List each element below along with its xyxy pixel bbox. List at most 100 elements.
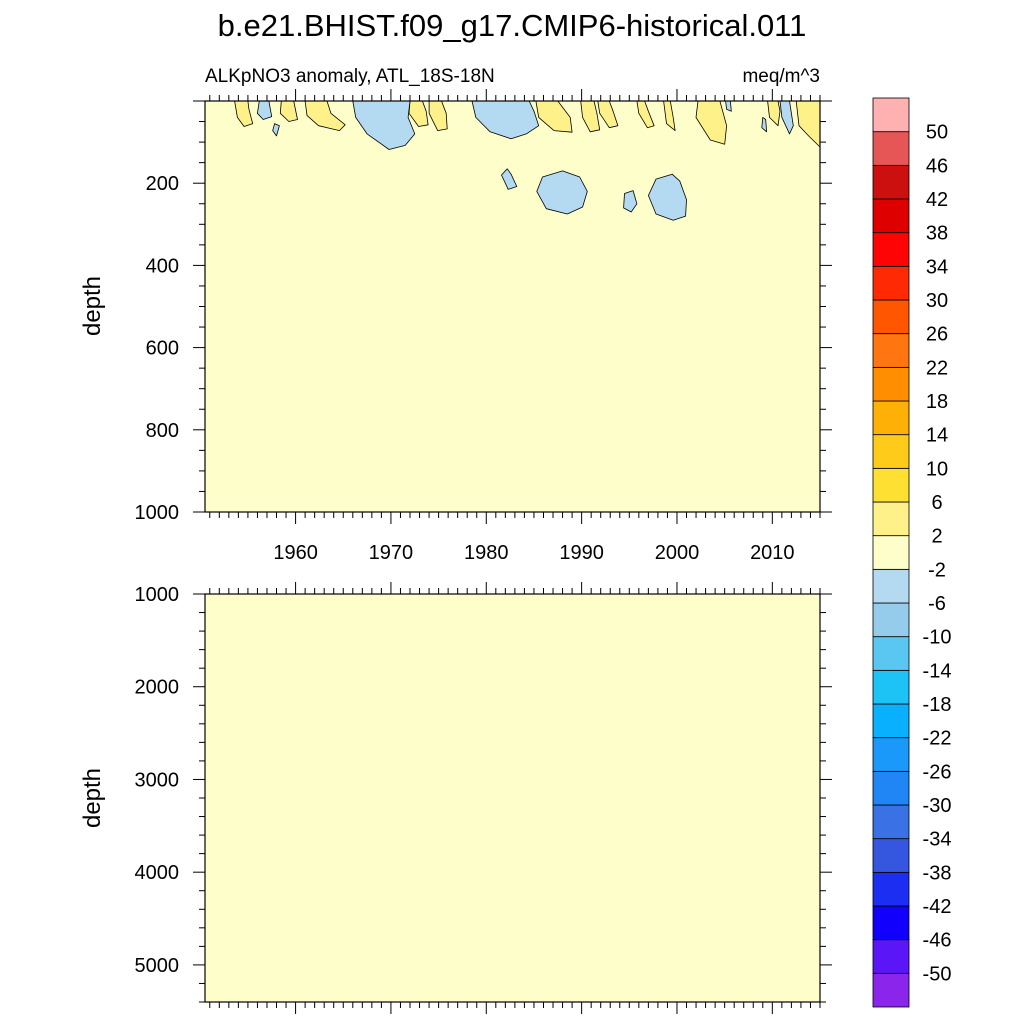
colorbar-swatch-15 bbox=[872, 467, 910, 503]
colorbar-swatch-13 bbox=[872, 535, 910, 570]
colorbar-swatch-0 bbox=[872, 972, 910, 1008]
upper-x-tick-label-1: 1970 bbox=[369, 542, 414, 564]
upper-positive-anomaly-region-12 bbox=[767, 101, 781, 127]
upper-negative-anomaly-region-10 bbox=[779, 101, 794, 135]
colorbar-label-4: -34 bbox=[923, 829, 952, 851]
lower-y-tick-label-0: 1000 bbox=[135, 584, 180, 606]
upper-positive-anomaly-region-10 bbox=[663, 101, 676, 132]
colorbar-swatch-11 bbox=[872, 602, 910, 638]
colorbar-swatch-14 bbox=[872, 501, 910, 537]
colorbar-label-5: -30 bbox=[923, 795, 952, 817]
colorbar-label-8: -18 bbox=[923, 694, 952, 716]
colorbar-swatch-22 bbox=[872, 232, 910, 267]
colorbar-label-0: -50 bbox=[923, 963, 952, 985]
colorbar-label-18: 22 bbox=[926, 357, 948, 379]
upper-positive-anomaly-region-0 bbox=[234, 101, 254, 127]
colorbar-swatch-18 bbox=[872, 366, 910, 402]
colorbar-swatch-20 bbox=[872, 299, 910, 335]
colorbar-swatch-23 bbox=[872, 198, 910, 234]
upper-positive-anomaly-region-1 bbox=[279, 101, 298, 122]
upper-x-tick-label-0: 1960 bbox=[273, 542, 318, 564]
upper-x-tick-label-4: 2000 bbox=[655, 542, 700, 564]
colorbar-label-9: -14 bbox=[923, 660, 952, 682]
upper-contours bbox=[234, 101, 820, 221]
colorbar-label-10: -10 bbox=[923, 627, 952, 649]
colorbar-label-24: 46 bbox=[926, 155, 948, 177]
colorbar-swatch-4 bbox=[872, 838, 910, 873]
colorbar-swatch-24 bbox=[872, 164, 910, 200]
upper-x-tick-label-2: 1980 bbox=[464, 542, 509, 564]
colorbar-label-2: -42 bbox=[923, 896, 952, 918]
colorbar-swatch-26 bbox=[872, 97, 910, 133]
upper-negative-anomaly-region-2 bbox=[352, 101, 416, 150]
upper-positive-anomaly-region-13 bbox=[795, 101, 820, 148]
lower-panel-field bbox=[205, 594, 820, 1002]
upper-negative-anomaly-region-0 bbox=[256, 101, 273, 120]
lower-y-axis-label: depth bbox=[79, 768, 106, 828]
upper-y-tick-label-3: 800 bbox=[146, 420, 179, 442]
colorbar-label-19: 26 bbox=[926, 324, 948, 346]
upper-negative-anomaly-region-1 bbox=[272, 123, 280, 137]
colorbar-swatch-9 bbox=[872, 669, 910, 705]
upper-y-tick-label-2: 600 bbox=[146, 338, 179, 360]
colorbar: -50-46-42-38-34-30-26-22-18-14-10-6-2261… bbox=[872, 97, 952, 1008]
colorbar-swatch-10 bbox=[872, 636, 910, 671]
upper-negative-anomaly-region-8 bbox=[725, 101, 732, 112]
colorbar-swatch-6 bbox=[872, 770, 910, 806]
upper-negative-anomaly-region-5 bbox=[536, 170, 588, 215]
upper-y-tick-label-4: 1000 bbox=[135, 502, 180, 524]
upper-negative-anomaly-region-4 bbox=[501, 168, 518, 190]
lower-y-tick-label-4: 5000 bbox=[135, 955, 180, 977]
lower-y-tick-label-2: 3000 bbox=[135, 769, 180, 791]
colorbar-label-21: 34 bbox=[926, 256, 948, 278]
colorbar-swatch-21 bbox=[872, 265, 910, 301]
colorbar-swatch-17 bbox=[872, 400, 910, 436]
upper-positive-anomaly-region-6 bbox=[535, 101, 573, 133]
colorbar-label-25: 50 bbox=[926, 122, 948, 144]
colorbar-label-7: -22 bbox=[923, 728, 952, 750]
colorbar-label-16: 14 bbox=[926, 425, 948, 447]
colorbar-swatch-3 bbox=[872, 871, 910, 907]
upper-panel-field bbox=[205, 101, 820, 512]
colorbar-label-15: 10 bbox=[926, 458, 948, 480]
colorbar-swatch-5 bbox=[872, 804, 910, 840]
upper-x-tick-label-3: 1990 bbox=[559, 542, 604, 564]
colorbar-label-12: -2 bbox=[928, 559, 946, 581]
upper-positive-anomaly-region-4 bbox=[408, 101, 429, 127]
colorbar-label-3: -38 bbox=[923, 862, 952, 884]
upper-x-tick-label-5: 2010 bbox=[750, 542, 795, 564]
upper-positive-anomaly-region-2 bbox=[304, 101, 346, 132]
colorbar-swatch-8 bbox=[872, 703, 910, 739]
chart-subtitle-left: ALKpNO3 anomaly, ATL_18S-18N bbox=[205, 66, 495, 87]
colorbar-swatch-25 bbox=[872, 131, 910, 166]
colorbar-swatch-16 bbox=[872, 434, 910, 469]
colorbar-label-6: -26 bbox=[923, 761, 952, 783]
colorbar-swatch-7 bbox=[872, 737, 910, 772]
chart-title: b.e21.BHIST.f09_g17.CMIP6-historical.011 bbox=[218, 8, 807, 43]
upper-positive-anomaly-region-9 bbox=[636, 101, 655, 129]
colorbar-swatch-2 bbox=[872, 905, 910, 941]
colorbar-swatch-1 bbox=[872, 939, 910, 974]
upper-panel: 200 400 600 800 1000 1960 1970 1980 1990 2000 2010… bbox=[79, 89, 832, 564]
lower-panel: 1000 2000 3000 4000 5000 depth bbox=[79, 582, 832, 1014]
colorbar-swatch-19 bbox=[872, 333, 910, 368]
upper-negative-anomaly-region-9 bbox=[761, 117, 767, 133]
upper-positive-anomaly-region-11 bbox=[695, 101, 727, 145]
colorbar-label-11: -6 bbox=[928, 593, 946, 615]
upper-negative-anomaly-region-6 bbox=[623, 190, 638, 213]
chart-subtitle-right: meq/m^3 bbox=[742, 66, 820, 87]
upper-y-tick-label-0: 200 bbox=[146, 173, 179, 195]
colorbar-label-23: 42 bbox=[926, 189, 948, 211]
lower-y-tick-label-3: 4000 bbox=[135, 862, 180, 884]
colorbar-label-20: 30 bbox=[926, 290, 948, 312]
colorbar-label-14: 6 bbox=[931, 492, 942, 514]
colorbar-label-1: -46 bbox=[923, 930, 952, 952]
upper-positive-anomaly-region-8 bbox=[597, 101, 619, 129]
upper-negative-anomaly-region-7 bbox=[648, 173, 687, 221]
upper-negative-anomaly-region-3 bbox=[471, 101, 540, 140]
colorbar-swatch-12 bbox=[872, 568, 910, 604]
upper-positive-anomaly-region-5 bbox=[428, 101, 448, 132]
colorbar-label-13: 2 bbox=[931, 526, 942, 548]
upper-y-tick-label-1: 400 bbox=[146, 255, 179, 277]
